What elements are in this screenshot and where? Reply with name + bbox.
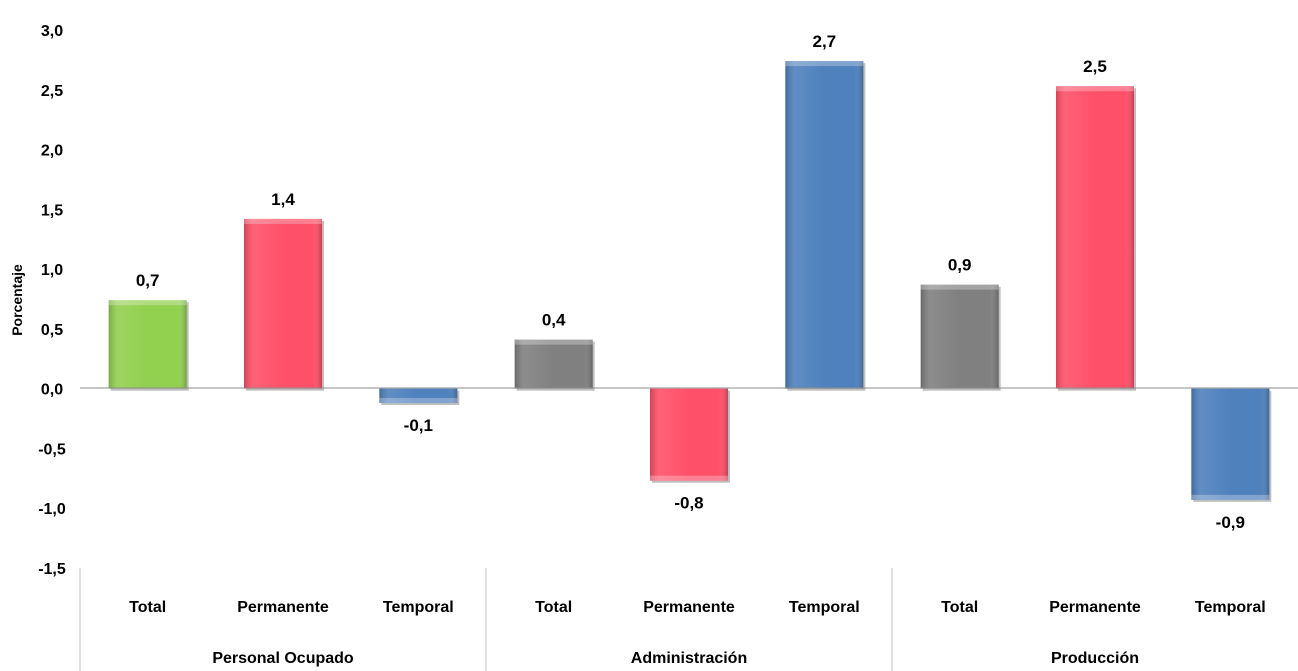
y-tick-label: 2,0 <box>41 143 63 160</box>
category-label: Permanente <box>237 599 329 616</box>
bar-bevel <box>108 300 187 306</box>
y-tick-label: 0,0 <box>41 382 63 399</box>
y-axis-title: Porcentaje <box>9 264 25 336</box>
category-label: Temporal <box>1195 599 1266 616</box>
data-label: 2,5 <box>1083 57 1107 76</box>
bar-bevel <box>920 284 999 290</box>
category-label: Permanente <box>643 599 735 616</box>
bar-shine <box>514 339 593 389</box>
bar <box>650 388 730 483</box>
bar <box>920 284 1001 391</box>
data-label: 2,7 <box>813 32 837 51</box>
data-labels-layer: 0,7 1,4 -0,1 0,4 -0,8 2,7 0,9 2,5 -0,9 <box>136 32 1245 532</box>
bar <box>379 388 460 406</box>
category-label: Total <box>129 599 166 616</box>
y-tick-label: -1,0 <box>38 501 66 518</box>
y-tick-label: -1,5 <box>38 561 66 578</box>
y-tick-label: 2,5 <box>41 83 63 100</box>
y-tick-label: 0,5 <box>41 322 63 339</box>
group-label: Administración <box>631 650 747 667</box>
data-label: -0,8 <box>674 494 703 513</box>
bar <box>244 218 324 391</box>
group-label: Producción <box>1051 650 1139 667</box>
bar-shine <box>920 284 999 389</box>
bar <box>1056 86 1136 391</box>
data-label: 0,9 <box>948 256 972 275</box>
data-label: 0,7 <box>136 271 160 290</box>
bar <box>108 300 189 391</box>
bar-bevel <box>650 475 728 481</box>
x-axis: Total Permanente Temporal Personal Ocupado T… <box>79 568 1266 671</box>
data-label: -0,9 <box>1216 513 1245 532</box>
category-label: Temporal <box>789 599 860 616</box>
bar <box>785 61 866 391</box>
y-tick-label: 3,0 <box>41 23 63 40</box>
bar-bevel <box>379 398 458 404</box>
bar-bevel <box>785 61 864 67</box>
bar-shine <box>108 300 187 389</box>
bar-shine <box>244 218 322 389</box>
bar <box>514 339 595 391</box>
category-label: Total <box>535 599 572 616</box>
bar-bevel <box>1056 86 1134 92</box>
category-label: Total <box>941 599 978 616</box>
category-label: Permanente <box>1049 599 1141 616</box>
data-label: 1,4 <box>271 190 295 209</box>
bar <box>1191 388 1272 502</box>
data-label: 0,4 <box>542 311 566 330</box>
bar-shine <box>785 61 864 389</box>
y-tick-label: -0,5 <box>38 441 66 458</box>
y-tick-label: 1,0 <box>41 262 63 279</box>
bar-shine <box>379 388 458 404</box>
group-label: Personal Ocupado <box>212 650 354 667</box>
bar-bevel <box>514 339 593 345</box>
bar-shine <box>650 388 728 481</box>
y-tick-label: 1,5 <box>41 202 63 219</box>
bar-shine <box>1191 388 1270 500</box>
y-axis-ticks: 3,0 2,5 2,0 1,5 1,0 0,5 0,0 -0,5 -1,0 -1,5 <box>38 23 66 578</box>
bar-bevel <box>244 218 322 224</box>
bars-layer <box>108 61 1272 502</box>
category-label: Temporal <box>383 599 454 616</box>
bar-shine <box>1056 86 1134 389</box>
data-label: -0,1 <box>404 416 433 435</box>
bar-bevel <box>1191 494 1270 500</box>
